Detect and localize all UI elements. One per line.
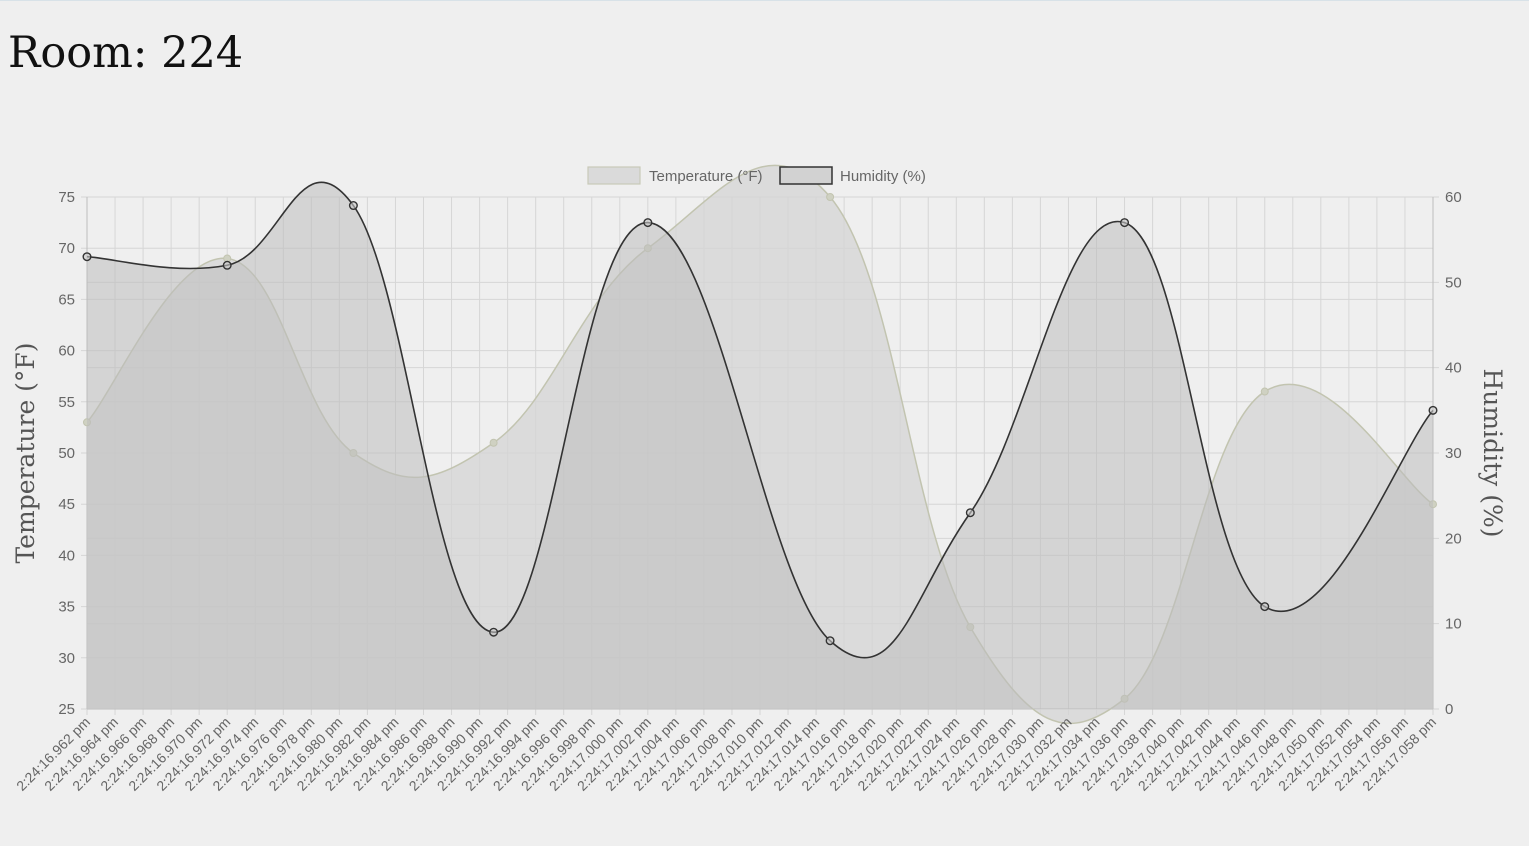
- humidity-point: [1120, 218, 1130, 228]
- y-right-ticks: 0 10 20 30 40 50 60: [1445, 189, 1462, 718]
- y-right-tick-label: 20: [1445, 530, 1462, 547]
- y-left-tick-label: 65: [58, 291, 75, 308]
- y-left-axis-title: Temperature (°F): [11, 342, 40, 563]
- legend-swatch-temperature: [587, 166, 641, 185]
- y-right-tick-label: 40: [1445, 360, 1462, 377]
- y-left-tick-label: 70: [58, 240, 75, 257]
- humidity-point: [348, 201, 358, 211]
- y-right-axis-title: Humidity (%): [1478, 369, 1507, 538]
- temperature-point: [489, 438, 498, 447]
- humidity-point: [825, 636, 835, 646]
- y-left-tick-label: 55: [58, 394, 75, 411]
- humidity-point: [1260, 602, 1270, 612]
- x-ticks: 2:24:16.962 pm2:24:16.964 pm2:24:16.966 …: [13, 714, 1439, 794]
- temperature-point: [1260, 387, 1269, 396]
- humidity-point: [965, 508, 975, 518]
- y-left-ticks: 25 30 35 40 45 50 55 60 65 70 75: [58, 189, 75, 718]
- humidity-point: [222, 260, 232, 270]
- humidity-point: [82, 252, 92, 262]
- y-right-tick-label: 0: [1445, 701, 1453, 718]
- humidity-point: [1428, 405, 1438, 415]
- y-left-tick-label: 25: [58, 701, 75, 718]
- page-title: Room: 224: [8, 28, 244, 78]
- y-left-tick-label: 75: [58, 189, 75, 206]
- y-right-tick-label: 10: [1445, 616, 1462, 633]
- y-right-tick-label: 30: [1445, 445, 1462, 462]
- humidity-series: [82, 181, 1438, 709]
- y-left-tick-label: 30: [58, 650, 75, 667]
- y-right-tick-label: 50: [1445, 274, 1462, 291]
- humidity-area: [87, 182, 1433, 709]
- humidity-point: [489, 627, 499, 637]
- legend-label-humidity: Humidity (%): [840, 168, 926, 185]
- legend-swatch-humidity: [779, 166, 833, 185]
- y-left-tick-label: 45: [58, 496, 75, 513]
- y-left-tick-label: 35: [58, 599, 75, 616]
- y-left-tick-label: 50: [58, 445, 75, 462]
- humidity-point: [643, 218, 653, 228]
- y-left-tick-label: 60: [58, 343, 75, 360]
- legend-label-temperature: Temperature (°F): [649, 168, 763, 185]
- top-rule: [0, 0, 1529, 1]
- legend: Temperature (°F) Humidity (%): [587, 166, 926, 185]
- temperature-point: [826, 193, 835, 201]
- y-right-tick-label: 60: [1445, 189, 1462, 206]
- y-left-tick-label: 40: [58, 547, 75, 564]
